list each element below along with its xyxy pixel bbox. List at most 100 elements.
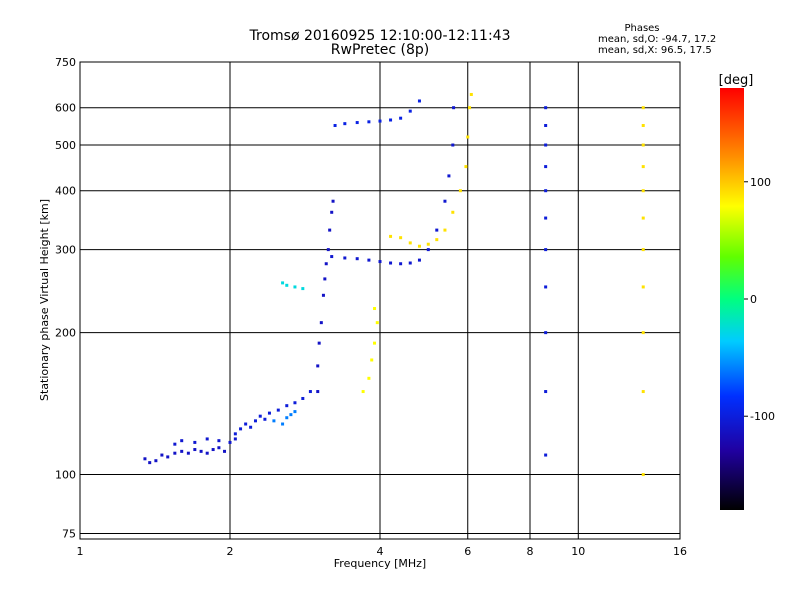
- colorbar-tick-label: 100: [750, 176, 771, 189]
- data-point: [451, 210, 455, 214]
- y-tick-label: 500: [55, 139, 76, 152]
- data-point: [641, 143, 645, 147]
- data-point: [233, 437, 237, 441]
- data-point: [469, 92, 473, 96]
- data-point: [417, 99, 421, 103]
- chart-subtitle: RwPretec (8p): [331, 42, 429, 58]
- data-point: [316, 364, 320, 368]
- data-point: [399, 116, 403, 120]
- data-point: [321, 293, 325, 297]
- data-point: [173, 442, 177, 446]
- data-point: [408, 241, 412, 245]
- data-point: [193, 448, 197, 452]
- data-point: [367, 120, 371, 124]
- data-point: [641, 248, 645, 252]
- colorbar-tick-label: 0: [750, 293, 757, 306]
- data-point: [378, 260, 382, 264]
- data-point: [211, 448, 215, 452]
- data-point: [373, 307, 377, 311]
- data-point: [289, 413, 293, 417]
- data-point: [641, 165, 645, 169]
- data-point: [263, 417, 267, 421]
- data-point: [328, 228, 332, 232]
- data-point: [330, 210, 334, 214]
- data-point: [417, 258, 421, 262]
- data-point: [281, 281, 285, 285]
- x-tick-label: 8: [527, 545, 534, 558]
- data-point: [193, 440, 197, 444]
- data-point: [239, 427, 243, 431]
- data-point: [301, 287, 305, 291]
- stats-title: Phases: [624, 23, 659, 34]
- data-point: [641, 390, 645, 394]
- data-point: [544, 248, 548, 252]
- data-point: [186, 451, 190, 455]
- colorbar-tick-label: -100: [750, 410, 775, 423]
- data-point: [435, 238, 439, 242]
- data-point: [544, 216, 548, 220]
- data-point: [389, 118, 393, 122]
- data-point: [143, 457, 147, 461]
- data-point: [343, 122, 347, 126]
- data-point: [408, 261, 412, 265]
- data-point: [375, 321, 379, 325]
- plot-frame: [79, 61, 681, 540]
- data-point: [367, 258, 371, 262]
- data-point: [641, 106, 645, 110]
- data-point: [293, 410, 297, 414]
- x-axis-ticks: 1 2 4 6 8 10 16: [77, 545, 688, 558]
- data-point: [544, 453, 548, 457]
- data-point: [285, 283, 289, 287]
- grid-lines: [80, 61, 680, 539]
- data-point: [160, 453, 164, 457]
- data-point: [389, 234, 393, 238]
- y-axis-label: Stationary phase Virtual Height [km]: [38, 199, 51, 401]
- x-tick-label: 2: [227, 545, 234, 558]
- y-tick-label: 600: [55, 102, 76, 115]
- data-point: [641, 189, 645, 193]
- data-point: [361, 390, 365, 394]
- data-point: [544, 189, 548, 193]
- x-tick-label: 6: [464, 545, 471, 558]
- data-point: [417, 244, 421, 248]
- data-point: [276, 408, 280, 412]
- data-point: [233, 432, 237, 436]
- data-point: [426, 248, 430, 252]
- data-point: [281, 422, 285, 426]
- data-point: [399, 236, 403, 240]
- data-point: [443, 228, 447, 232]
- data-point: [173, 451, 177, 455]
- x-tick-label: 16: [673, 545, 687, 558]
- data-point: [228, 440, 232, 444]
- data-point: [223, 449, 227, 453]
- data-point: [355, 257, 359, 261]
- data-point: [244, 422, 248, 426]
- data-point: [217, 439, 221, 443]
- data-point: [464, 165, 468, 169]
- y-tick-label: 75: [62, 527, 76, 540]
- data-point: [205, 437, 209, 441]
- data-point: [641, 124, 645, 128]
- y-tick-label: 400: [55, 185, 76, 198]
- y-tick-label: 750: [55, 56, 76, 69]
- chart-title: Tromsø 20160925 12:10:00-12:11:43: [249, 28, 511, 44]
- data-point: [408, 109, 412, 113]
- y-axis-ticks: 75 100 200 300 400 500 600 750: [55, 56, 76, 540]
- data-point: [452, 106, 456, 110]
- data-point: [199, 449, 203, 453]
- y-tick-label: 200: [55, 327, 76, 340]
- data-point: [370, 358, 374, 362]
- data-point: [468, 106, 472, 110]
- data-point: [641, 285, 645, 289]
- data-point: [544, 331, 548, 335]
- data-point: [166, 455, 170, 459]
- data-point: [367, 376, 371, 380]
- data-point: [373, 341, 377, 345]
- data-point: [272, 419, 276, 423]
- data-point: [331, 199, 335, 203]
- data-point: [443, 199, 447, 203]
- data-point: [285, 404, 289, 408]
- data-point: [217, 446, 221, 450]
- data-point: [435, 228, 439, 232]
- data-point: [319, 321, 323, 325]
